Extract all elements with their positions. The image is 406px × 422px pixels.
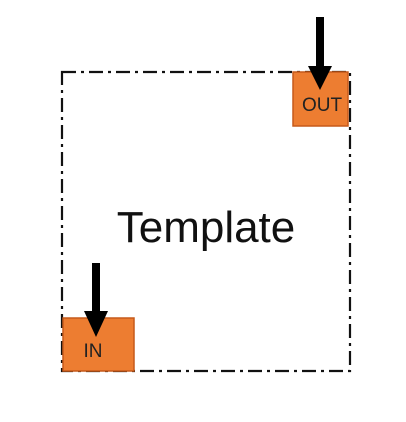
down-arrow-icon xyxy=(84,263,108,337)
down-arrow-icon xyxy=(308,17,332,90)
template-boundary xyxy=(60,70,352,373)
out-port-label: OUT xyxy=(302,95,343,116)
in-port-label: IN xyxy=(84,341,103,362)
template-label: Template xyxy=(117,203,296,252)
